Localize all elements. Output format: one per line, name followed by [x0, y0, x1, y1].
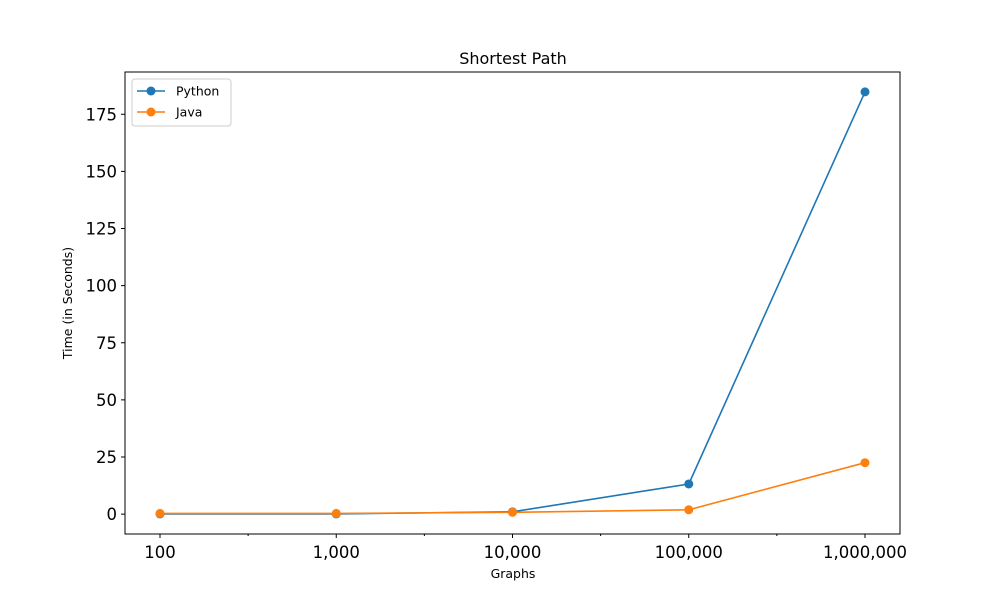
- plot-frame: [125, 72, 900, 534]
- y-tick-label: 100: [86, 277, 118, 296]
- y-tick-label: 0: [107, 505, 118, 524]
- y-tick-label: 150: [86, 162, 118, 181]
- legend-label-java: Java: [175, 105, 202, 120]
- x-tick-label: 100: [144, 543, 176, 562]
- data-point-java: [332, 509, 341, 518]
- y-tick-label: 175: [86, 105, 118, 124]
- legend-marker-java: [147, 108, 156, 117]
- data-point-java: [156, 509, 165, 518]
- y-tick-label: 125: [86, 220, 118, 239]
- x-tick-label: 1,000: [313, 543, 360, 562]
- x-tick-label: 1,000,000: [823, 543, 907, 562]
- series-group: [156, 87, 870, 518]
- y-tick-label: 75: [96, 334, 117, 353]
- x-axis-label: Graphs: [491, 566, 536, 581]
- legend-label-python: Python: [176, 84, 219, 99]
- legend-marker-python: [147, 87, 156, 96]
- series-line-java: [160, 463, 865, 514]
- data-point-java: [508, 508, 517, 517]
- chart-title: Shortest Path: [459, 49, 567, 68]
- legend: Python Java: [132, 79, 231, 126]
- data-point-java: [861, 458, 870, 467]
- x-tick-label: 10,000: [484, 543, 542, 562]
- axis-ticks: 100 1,000 10,000 100,000 1,000,000 0 25 50 75 100…: [86, 105, 907, 562]
- x-tick-label: 100,000: [655, 543, 723, 562]
- data-point-python: [684, 479, 693, 488]
- data-point-java: [684, 505, 693, 514]
- y-tick-label: 25: [96, 448, 117, 467]
- series-line-python: [160, 92, 865, 514]
- y-tick-label: 50: [96, 391, 117, 410]
- y-axis-label: Time (in Seconds): [60, 247, 75, 360]
- data-point-python: [861, 87, 870, 96]
- plot-area: [125, 72, 900, 534]
